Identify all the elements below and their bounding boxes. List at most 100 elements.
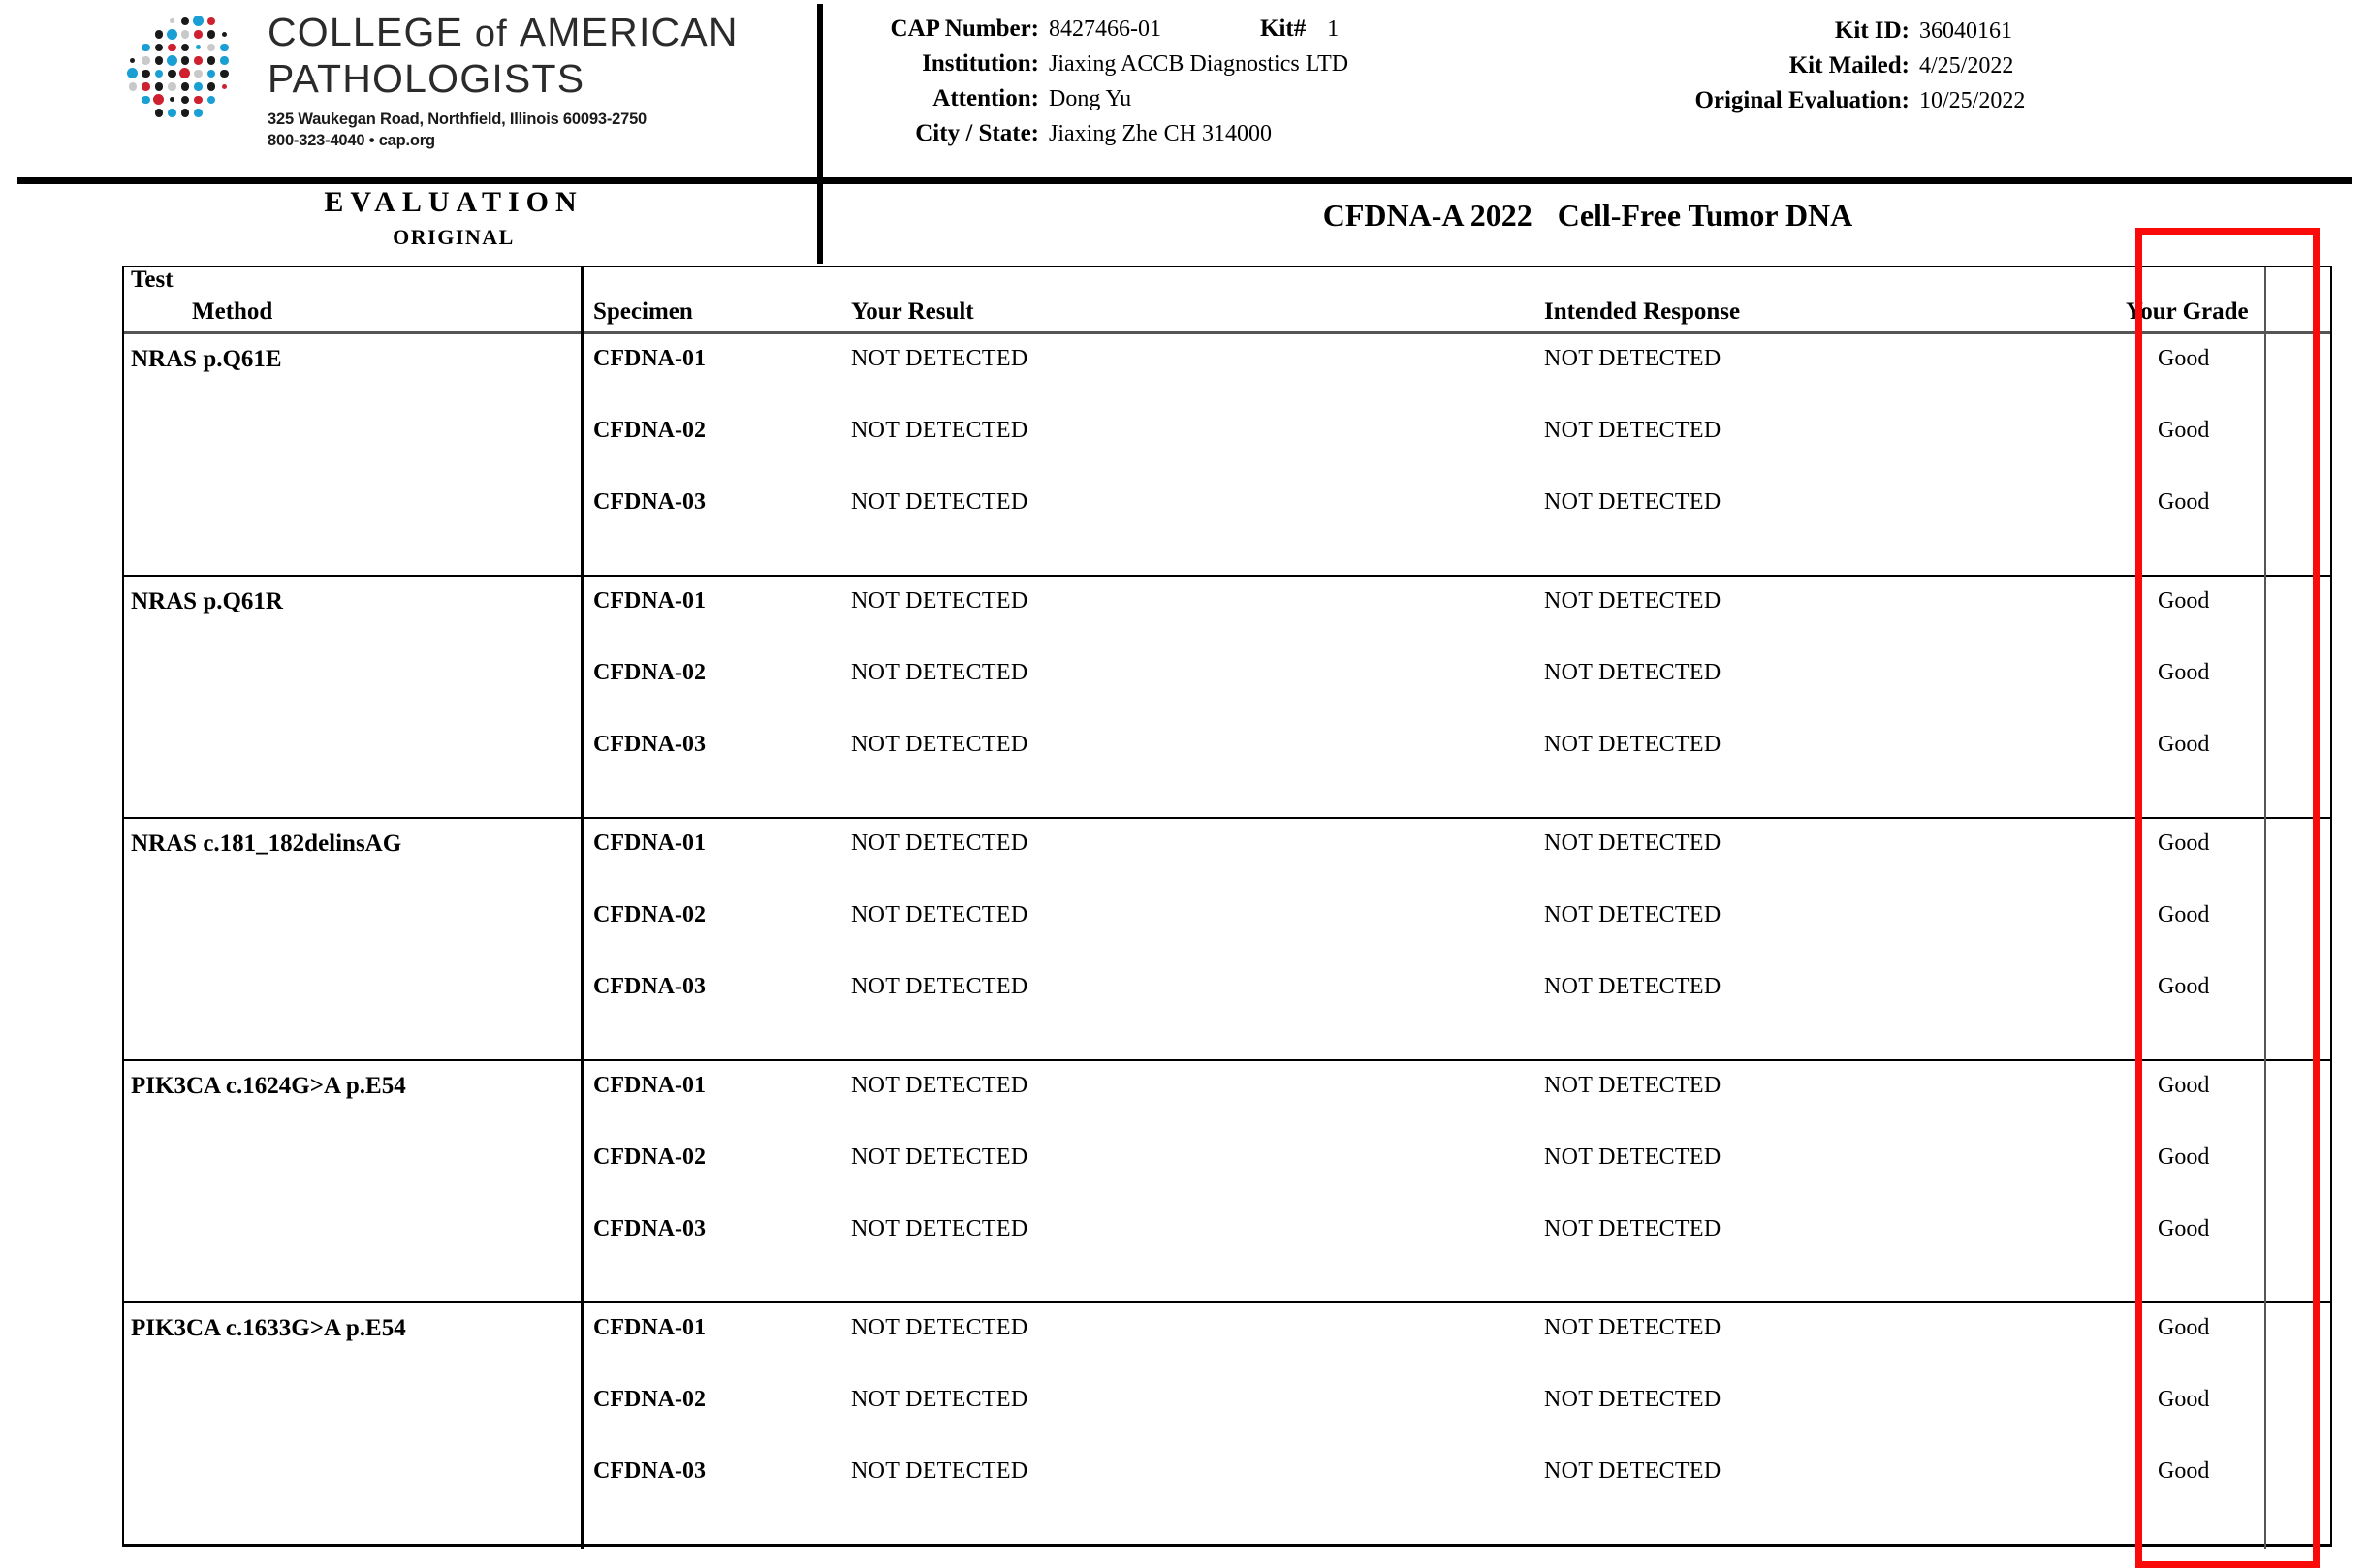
field-institution: Institution: Jiaxing ACCB Diagnostics LT…	[834, 47, 1570, 81]
cell-your-grade: Good	[2158, 1458, 2210, 1484]
test-method-name: NRAS p.Q61E	[131, 346, 282, 372]
table-row: CFDNA-03 NOT DETECTED NOT DETECTED Good	[124, 1205, 2330, 1276]
group-spacer	[124, 792, 2330, 817]
cell-your-result: NOT DETECTED	[851, 346, 1028, 371]
results-table: Test Method Specimen Your Result Intende…	[122, 266, 2332, 1549]
column-header-your-grade: Your Grade	[2126, 298, 2249, 325]
cell-intended-response: NOT DETECTED	[1544, 1387, 1721, 1412]
panel-title: CFDNA-A 2022 Cell-Free Tumor DNA	[832, 198, 2344, 234]
field-value: Dong Yu	[1049, 86, 1132, 111]
table-row: CFDNA-01 NOT DETECTED NOT DETECTED Good	[124, 577, 2330, 648]
test-group: NRAS c.181_182delinsAG CFDNA-01 NOT DETECT…	[124, 819, 2330, 1061]
field-label: City / State:	[915, 120, 1039, 146]
cell-intended-response: NOT DETECTED	[1544, 902, 1721, 927]
cell-intended-response: NOT DETECTED	[1544, 1073, 1721, 1098]
panel-code: CFDNA-A 2022	[1322, 198, 1532, 233]
cell-your-result: NOT DETECTED	[851, 831, 1028, 856]
cell-intended-response: NOT DETECTED	[1544, 346, 1721, 371]
test-group: NRAS p.Q61R CFDNA-01 NOT DETECTED NOT DETEC…	[124, 577, 2330, 819]
field-value: Jiaxing Zhe CH 314000	[1049, 121, 1272, 146]
field-kit-id: Kit ID: 36040161	[1590, 14, 2355, 48]
column-header-specimen: Specimen	[593, 298, 693, 325]
field-value: 8427466-01	[1049, 16, 1161, 42]
test-group: NRAS p.Q61E CFDNA-01 NOT DETECTED NOT DETEC…	[124, 334, 2330, 577]
cell-specimen: CFDNA-02	[593, 1145, 706, 1170]
cell-intended-response: NOT DETECTED	[1544, 974, 1721, 999]
field-attention: Attention: Dong Yu	[834, 81, 1570, 116]
column-header-intended-response: Intended Response	[1544, 298, 1741, 325]
table-row: CFDNA-01 NOT DETECTED NOT DETECTED Good	[124, 1061, 2330, 1133]
field-label: Kit#	[1260, 16, 1307, 42]
cell-intended-response: NOT DETECTED	[1544, 489, 1721, 515]
cell-your-grade: Good	[2158, 588, 2210, 613]
panel-name: Cell-Free Tumor DNA	[1557, 198, 1853, 233]
org-name-line1: COLLEGE of AMERICAN	[268, 10, 739, 54]
cell-specimen: CFDNA-03	[593, 489, 706, 515]
cell-your-result: NOT DETECTED	[851, 974, 1028, 999]
cell-specimen: CFDNA-01	[593, 588, 706, 613]
column-divider-specimen	[581, 267, 584, 1549]
test-group: PIK3CA c.1624G>A p.E54 CFDNA-01 NOT DETECT…	[124, 1061, 2330, 1303]
field-city-state: City / State: Jiaxing Zhe CH 314000	[834, 116, 1570, 151]
header-bottom-rule	[17, 177, 2352, 184]
cell-intended-response: NOT DETECTED	[1544, 831, 1721, 856]
org-address: 325 Waukegan Road, Northfield, Illinois …	[268, 110, 648, 128]
cell-your-result: NOT DETECTED	[851, 1387, 1028, 1412]
cell-your-grade: Good	[2158, 1387, 2210, 1412]
band-vertical-divider	[817, 184, 823, 264]
cell-intended-response: NOT DETECTED	[1544, 418, 1721, 443]
cell-your-grade: Good	[2158, 1216, 2210, 1241]
group-spacer	[124, 1034, 2330, 1059]
table-header-row: Test Method Specimen Your Result Intende…	[124, 267, 2330, 334]
cell-your-grade: Good	[2158, 489, 2210, 515]
field-value: 4/25/2022	[1919, 53, 2014, 78]
evaluation-band: EVALUATION ORIGINAL CFDNA-A 2022 Cell-Fre…	[17, 184, 2352, 264]
cell-your-result: NOT DETECTED	[851, 1458, 1028, 1484]
test-method-name: NRAS c.181_182delinsAG	[131, 831, 402, 857]
table-row: CFDNA-02 NOT DETECTED NOT DETECTED Good	[124, 891, 2330, 962]
org-contact: 800-323-4040 • cap.org	[268, 132, 435, 149]
column-header-test: Test	[131, 267, 174, 293]
field-kit-mailed: Kit Mailed: 4/25/2022	[1590, 48, 2355, 83]
field-value: 36040161	[1919, 18, 2012, 44]
cell-specimen: CFDNA-03	[593, 974, 706, 999]
org-name-line2: PATHOLOGISTS	[268, 56, 585, 101]
cell-your-grade: Good	[2158, 418, 2210, 443]
cell-specimen: CFDNA-01	[593, 831, 706, 856]
header-identification-fields: CAP Number: 8427466-01 Institution: Jiax…	[834, 12, 1570, 151]
cell-your-result: NOT DETECTED	[851, 418, 1028, 443]
page-header: COLLEGE of AMERICAN PATHOLOGISTS 325 Wau…	[0, 0, 2369, 184]
cap-logo-dot-mark	[124, 14, 238, 118]
cell-your-result: NOT DETECTED	[851, 660, 1028, 685]
table-row: CFDNA-02 NOT DETECTED NOT DETECTED Good	[124, 648, 2330, 720]
cell-intended-response: NOT DETECTED	[1544, 1458, 1721, 1484]
table-row: CFDNA-01 NOT DETECTED NOT DETECTED Good	[124, 334, 2330, 406]
cell-intended-response: NOT DETECTED	[1544, 732, 1721, 757]
cell-specimen: CFDNA-02	[593, 902, 706, 927]
field-original-evaluation: Original Evaluation: 10/25/2022	[1590, 83, 2355, 118]
field-label: Attention:	[932, 85, 1039, 111]
field-label: Institution:	[922, 50, 1039, 77]
cell-your-grade: Good	[2158, 346, 2210, 371]
table-row: CFDNA-01 NOT DETECTED NOT DETECTED Good	[124, 1303, 2330, 1375]
group-spacer	[124, 1276, 2330, 1301]
cell-your-grade: Good	[2158, 1315, 2210, 1340]
cell-intended-response: NOT DETECTED	[1544, 1216, 1721, 1241]
table-body: NRAS p.Q61E CFDNA-01 NOT DETECTED NOT DETEC…	[124, 334, 2330, 1544]
cell-your-result: NOT DETECTED	[851, 1145, 1028, 1170]
column-header-method: Method	[192, 298, 273, 325]
cell-your-result: NOT DETECTED	[851, 902, 1028, 927]
field-value: 10/25/2022	[1919, 88, 2026, 113]
cell-your-result: NOT DETECTED	[851, 489, 1028, 515]
cell-intended-response: NOT DETECTED	[1544, 1145, 1721, 1170]
table-row: CFDNA-02 NOT DETECTED NOT DETECTED Good	[124, 406, 2330, 478]
cell-your-grade: Good	[2158, 732, 2210, 757]
header-vertical-divider	[817, 4, 823, 178]
field-label: Kit ID:	[1834, 17, 1910, 44]
table-row: CFDNA-03 NOT DETECTED NOT DETECTED Good	[124, 720, 2330, 792]
test-method-name: PIK3CA c.1633G>A p.E54	[131, 1315, 406, 1341]
cell-specimen: CFDNA-03	[593, 732, 706, 757]
field-label: Original Evaluation:	[1694, 87, 1910, 113]
table-row: CFDNA-02 NOT DETECTED NOT DETECTED Good	[124, 1133, 2330, 1205]
